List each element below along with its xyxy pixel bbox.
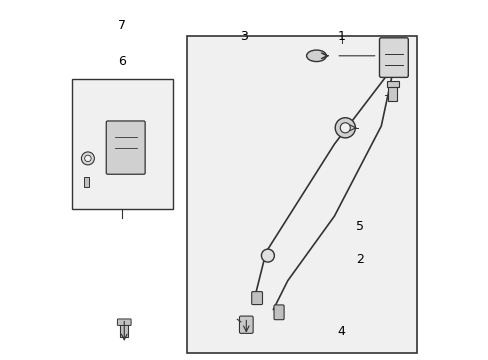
Bar bbox=[186, 36, 416, 353]
Bar bbox=[120, 323, 128, 337]
Text: 6: 6 bbox=[118, 55, 126, 68]
Text: 3: 3 bbox=[240, 30, 248, 42]
Circle shape bbox=[261, 249, 274, 262]
Circle shape bbox=[81, 152, 94, 165]
Circle shape bbox=[335, 118, 355, 138]
FancyBboxPatch shape bbox=[251, 292, 262, 305]
Bar bbox=[386, 81, 398, 87]
FancyBboxPatch shape bbox=[117, 319, 131, 325]
Text: 7: 7 bbox=[118, 19, 126, 32]
Bar bbox=[72, 79, 172, 209]
FancyBboxPatch shape bbox=[273, 305, 284, 320]
Bar bbox=[84, 177, 88, 187]
Text: 1: 1 bbox=[337, 30, 345, 42]
Text: 4: 4 bbox=[337, 325, 345, 338]
Circle shape bbox=[340, 123, 349, 133]
FancyBboxPatch shape bbox=[106, 121, 145, 174]
Ellipse shape bbox=[306, 50, 325, 62]
Bar bbox=[387, 86, 397, 101]
FancyBboxPatch shape bbox=[239, 316, 253, 333]
Text: 5: 5 bbox=[355, 220, 363, 233]
FancyBboxPatch shape bbox=[379, 38, 407, 77]
Text: 2: 2 bbox=[355, 253, 363, 266]
Circle shape bbox=[84, 155, 91, 162]
